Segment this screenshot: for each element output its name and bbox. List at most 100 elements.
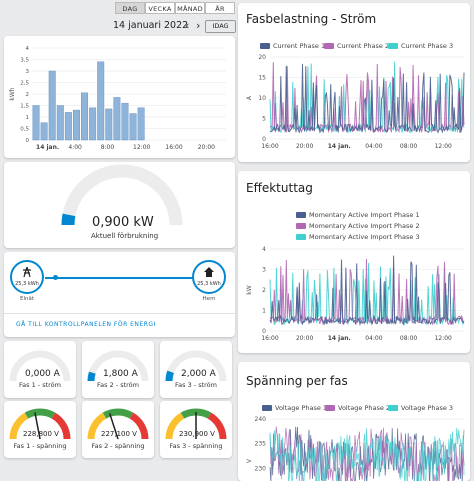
energy-flow-card: 25,3 kWh Elnät 25,3 kWh Hem GÅ TILL KONT… bbox=[4, 252, 235, 337]
y-tick-label: 2 bbox=[26, 92, 30, 98]
legend-swatch bbox=[296, 234, 306, 240]
x-tick-label: 8:00 bbox=[101, 144, 115, 151]
energy-dashboard-link[interactable]: GÅ TILL KONTROLLPANELEN FÖR ENERGI bbox=[16, 321, 156, 328]
legend-label: Voltage Phase 3 bbox=[401, 404, 454, 412]
chevron-left-icon[interactable]: ‹ bbox=[185, 19, 190, 32]
x-tick-label: 08:00 bbox=[400, 335, 417, 342]
y-tick-label: 10 bbox=[258, 95, 266, 102]
series-line bbox=[269, 427, 465, 481]
effektuttag-card: Effektuttag Momentary Active Import Phas… bbox=[238, 171, 470, 353]
phase2-current-label: Fas 2 - ström bbox=[97, 381, 139, 389]
energy-bar bbox=[137, 107, 145, 141]
y-tick-label: 0 bbox=[26, 138, 30, 144]
x-tick-label: 12:00 bbox=[133, 144, 150, 151]
mode-day-button[interactable]: DAG bbox=[115, 2, 145, 14]
energy-usage-chart: 0 0,5 1 1,5 2 2,5 3 3,5 4 kWh 14 jan. 4:00 8:00 12:00… bbox=[9, 46, 226, 151]
power-value: 0,900 kW bbox=[92, 215, 154, 230]
legend-voltage-phase2[interactable]: Voltage Phase 2 bbox=[325, 404, 390, 412]
phase1-current-card: 0,000 A Fas 1 - ström bbox=[4, 341, 76, 398]
phase2-current-card: 1,800 A Fas 2 - ström bbox=[82, 341, 154, 398]
y-tick-label: 15 bbox=[258, 75, 266, 82]
x-tick-label: 20:00 bbox=[198, 144, 215, 151]
y-tick-label: 0 bbox=[262, 136, 266, 143]
grid-label: Elnät bbox=[19, 296, 35, 302]
series-line bbox=[269, 255, 465, 327]
legend-import-phase1[interactable]: Momentary Active Import Phase 1 bbox=[296, 211, 420, 219]
y-tick-label: 0 bbox=[262, 328, 266, 335]
legend-voltage-phase1[interactable]: Voltage Phase 1 bbox=[262, 404, 327, 412]
energy-bar bbox=[81, 92, 89, 141]
legend-swatch bbox=[260, 43, 270, 49]
grid-node[interactable]: 25,3 kWh bbox=[10, 260, 44, 294]
phase3-voltage-card: 230,900 V Fas 3 - spänning bbox=[160, 401, 232, 458]
energy-bar bbox=[48, 70, 56, 141]
legend-current-phase2[interactable]: Current Phase 2 bbox=[324, 42, 389, 50]
home-value: 25,3 kWh bbox=[197, 281, 221, 287]
y-axis-label: kW bbox=[246, 285, 253, 294]
legend-current-phase1[interactable]: Current Phase 1 bbox=[260, 42, 325, 50]
phase2-current-value: 1,800 A bbox=[103, 369, 138, 379]
legend-label: Current Phase 2 bbox=[337, 42, 390, 50]
y-tick-label: 3 bbox=[262, 267, 266, 274]
y-axis-label: kWh bbox=[9, 87, 16, 100]
home-node[interactable]: 25,3 kWh bbox=[192, 260, 226, 294]
legend-import-phase3[interactable]: Momentary Active Import Phase 3 bbox=[296, 233, 420, 241]
x-tick-label: 04:00 bbox=[365, 335, 382, 342]
y-tick-label: 0,5 bbox=[20, 127, 29, 133]
today-button[interactable]: IDAG bbox=[205, 20, 236, 33]
spanning-chart: 230 235 240 V bbox=[246, 416, 465, 481]
phase2-voltage-card: 227,100 V Fas 2 - spänning bbox=[82, 401, 154, 458]
x-tick-label: 14 jan. bbox=[328, 335, 351, 342]
energy-bar bbox=[129, 113, 137, 141]
phase1-voltage-gauge bbox=[9, 408, 71, 440]
energy-bar bbox=[97, 61, 105, 141]
fasbelastning-title: Fasbelastning - Ström bbox=[246, 12, 377, 26]
x-tick-label: 12:00 bbox=[435, 335, 452, 342]
y-tick-label: 1 bbox=[26, 115, 30, 121]
grid-value: 25,3 kWh bbox=[15, 281, 39, 287]
legend-import-phase2[interactable]: Momentary Active Import Phase 2 bbox=[296, 222, 420, 230]
series-line bbox=[269, 426, 465, 481]
y-tick-label: 240 bbox=[255, 416, 267, 423]
phase2-voltage-value: 227,100 V bbox=[101, 430, 137, 438]
flow-line bbox=[45, 277, 193, 279]
spanning-card: Spänning per fas Voltage Phase 1 Voltage… bbox=[238, 362, 470, 481]
home-label: Hem bbox=[202, 296, 216, 302]
legend-label: Voltage Phase 1 bbox=[275, 404, 328, 412]
x-tick-label: 20:00 bbox=[296, 335, 313, 342]
phase3-voltage-gauge bbox=[165, 408, 227, 440]
series-line bbox=[269, 63, 465, 134]
energy-bar bbox=[105, 108, 113, 141]
current-date: 14 januari 2022 bbox=[113, 20, 189, 31]
phase3-current-label: Fas 3 - ström bbox=[175, 381, 217, 389]
legend-swatch bbox=[388, 405, 398, 411]
mode-week-button[interactable]: VECKA bbox=[145, 2, 175, 14]
y-tick-label: 1,5 bbox=[20, 104, 29, 110]
phase2-current-gauge bbox=[87, 350, 149, 382]
legend-swatch bbox=[262, 405, 272, 411]
x-tick-label: 14 jan. bbox=[36, 144, 59, 151]
spanning-title: Spänning per fas bbox=[246, 374, 348, 388]
legend-label: Momentary Active Import Phase 2 bbox=[309, 222, 420, 230]
legend-label: Momentary Active Import Phase 3 bbox=[309, 233, 420, 241]
phase1-current-value: 0,000 A bbox=[25, 369, 60, 379]
legend-label: Current Phase 1 bbox=[273, 42, 326, 50]
chevron-right-icon[interactable]: › bbox=[196, 19, 201, 32]
phase3-current-gauge bbox=[165, 350, 227, 382]
phase2-voltage-label: Fas 2 - spänning bbox=[91, 442, 145, 450]
mode-year-button[interactable]: ÅR bbox=[205, 2, 235, 14]
x-tick-label: 20:00 bbox=[296, 143, 313, 150]
phase1-current-gauge bbox=[9, 350, 71, 382]
legend-swatch bbox=[296, 212, 306, 218]
x-tick-label: 16:00 bbox=[261, 143, 278, 150]
x-tick-label: 16:00 bbox=[165, 144, 182, 151]
phase3-current-card: 2,000 A Fas 3 - ström bbox=[160, 341, 232, 398]
phase3-current-value: 2,000 A bbox=[181, 369, 216, 379]
flow-dot bbox=[53, 275, 58, 280]
y-axis-label: A bbox=[246, 95, 253, 100]
energy-bar bbox=[56, 105, 64, 141]
y-tick-label: 20 bbox=[258, 54, 266, 61]
legend-current-phase3[interactable]: Current Phase 3 bbox=[388, 42, 453, 50]
mode-month-button[interactable]: MÅNAD bbox=[175, 2, 205, 14]
legend-voltage-phase3[interactable]: Voltage Phase 3 bbox=[388, 404, 453, 412]
